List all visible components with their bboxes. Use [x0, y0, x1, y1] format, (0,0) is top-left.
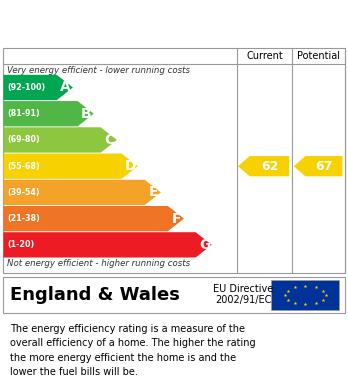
Polygon shape — [3, 127, 117, 152]
Polygon shape — [3, 101, 94, 126]
Text: (69-80): (69-80) — [8, 135, 40, 144]
Polygon shape — [3, 206, 184, 231]
Text: E: E — [149, 185, 158, 199]
Text: (21-38): (21-38) — [8, 214, 40, 223]
Text: EU Directive
2002/91/EC: EU Directive 2002/91/EC — [213, 283, 274, 305]
Text: (81-91): (81-91) — [8, 109, 40, 118]
Polygon shape — [3, 232, 212, 258]
Text: A: A — [60, 81, 71, 95]
Text: England & Wales: England & Wales — [10, 286, 180, 304]
Polygon shape — [294, 156, 342, 176]
Text: C: C — [104, 133, 115, 147]
Text: Current: Current — [246, 52, 283, 61]
Text: (39-54): (39-54) — [8, 188, 40, 197]
Polygon shape — [3, 180, 161, 205]
Text: (1-20): (1-20) — [8, 240, 35, 249]
Text: (92-100): (92-100) — [8, 83, 46, 92]
Text: The energy efficiency rating is a measure of the
overall efficiency of a home. T: The energy efficiency rating is a measur… — [10, 324, 256, 377]
Text: G: G — [199, 238, 210, 252]
Text: D: D — [125, 159, 136, 173]
Text: F: F — [172, 212, 182, 226]
Text: Potential: Potential — [297, 52, 340, 61]
Text: B: B — [81, 107, 92, 121]
Text: Very energy efficient - lower running costs: Very energy efficient - lower running co… — [7, 66, 190, 75]
Text: Not energy efficient - higher running costs: Not energy efficient - higher running co… — [7, 258, 190, 267]
Polygon shape — [238, 156, 289, 176]
Text: 62: 62 — [261, 160, 278, 173]
Text: (55-68): (55-68) — [8, 161, 40, 171]
Polygon shape — [3, 75, 73, 100]
Text: Energy Efficiency Rating: Energy Efficiency Rating — [10, 14, 239, 32]
Bar — [271, 280, 339, 310]
Polygon shape — [3, 154, 138, 179]
Text: 67: 67 — [315, 160, 333, 173]
